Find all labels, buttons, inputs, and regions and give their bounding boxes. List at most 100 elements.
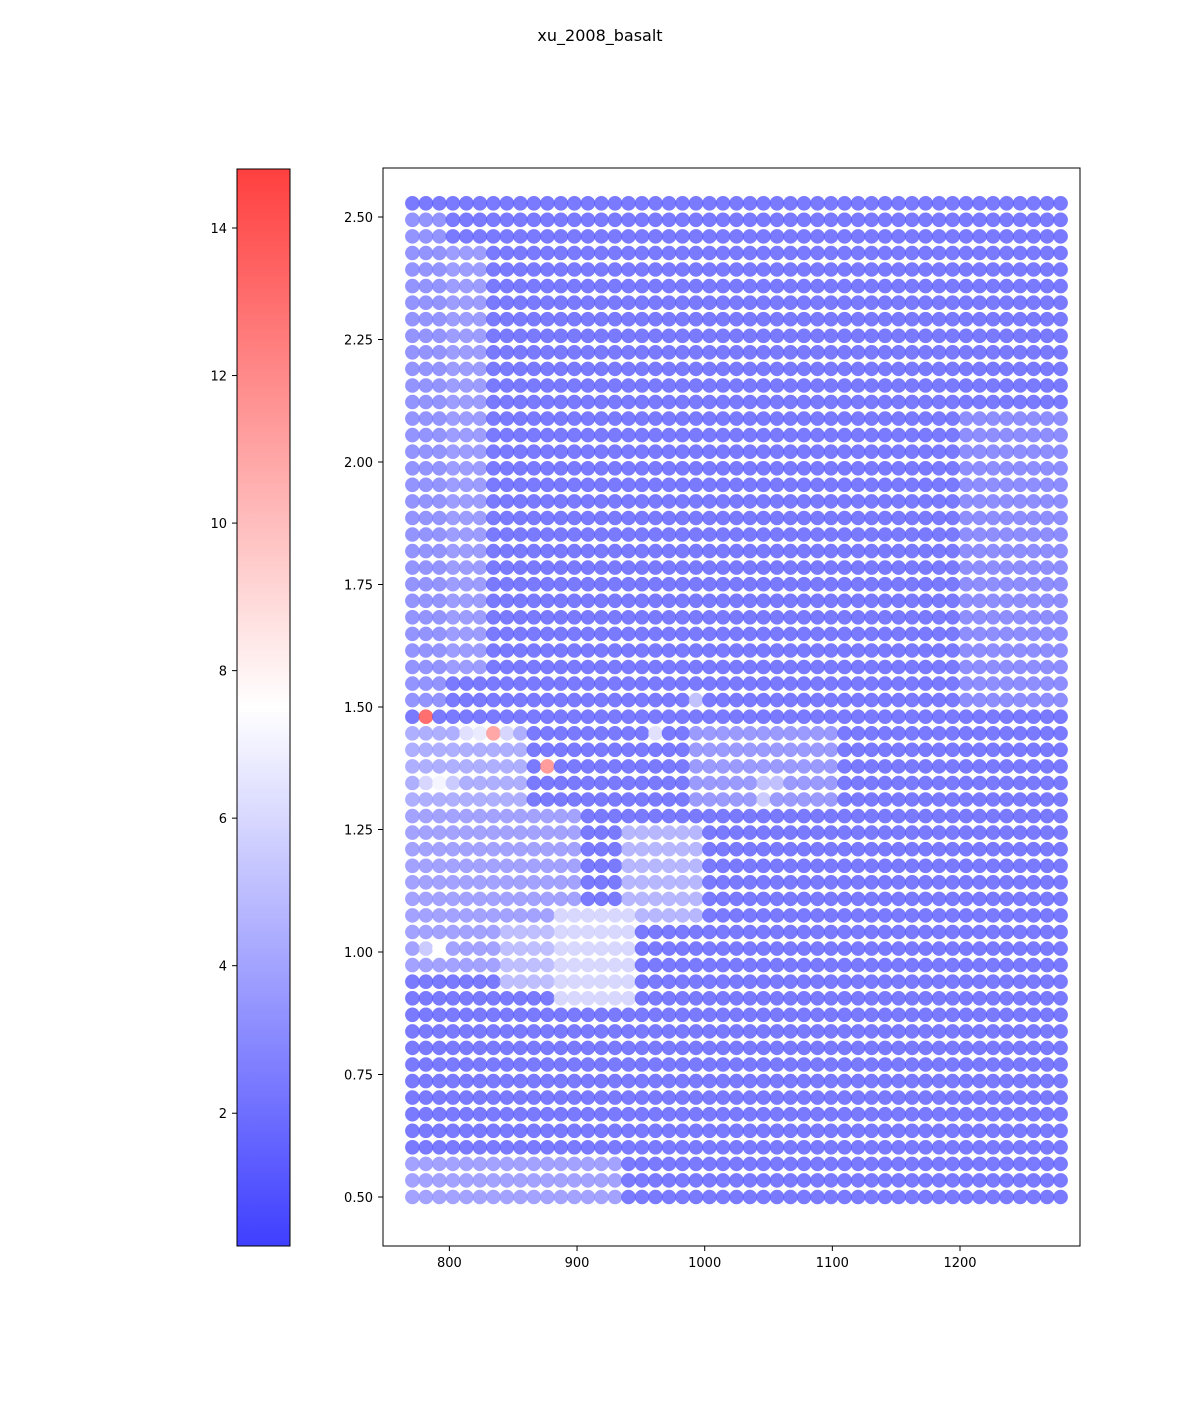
- data-point: [540, 1106, 555, 1122]
- data-point: [634, 659, 650, 675]
- data-point: [418, 610, 434, 625]
- data-point: [850, 626, 866, 642]
- data-point: [688, 444, 704, 460]
- y-tick-label: 1.25: [344, 824, 373, 839]
- data-point: [486, 957, 501, 973]
- data-point: [526, 311, 542, 327]
- data-point: [1026, 560, 1041, 575]
- data-point: [445, 891, 461, 907]
- data-point: [634, 427, 650, 443]
- data-point: [648, 1106, 663, 1122]
- data-point: [999, 643, 1014, 658]
- data-point: [594, 494, 609, 509]
- data-point: [607, 278, 623, 294]
- data-point: [405, 444, 420, 460]
- data-point: [1053, 361, 1068, 377]
- data-point: [540, 361, 555, 377]
- data-point: [756, 461, 771, 476]
- data-point: [742, 957, 758, 973]
- data-point: [634, 394, 650, 410]
- data-point: [837, 676, 852, 691]
- data-point: [634, 262, 650, 277]
- data-point: [432, 1156, 447, 1172]
- data-point: [594, 311, 609, 327]
- data-point: [958, 891, 974, 907]
- data-point: [742, 461, 758, 476]
- data-point: [1026, 328, 1041, 344]
- data-point: [877, 726, 893, 741]
- data-point: [1039, 345, 1055, 360]
- data-point: [958, 957, 974, 973]
- data-point: [810, 527, 825, 542]
- data-point: [904, 1007, 920, 1023]
- data-point: [702, 245, 717, 261]
- data-point: [405, 957, 420, 973]
- data-point: [796, 245, 812, 261]
- data-point: [621, 245, 636, 261]
- data-point: [729, 858, 744, 874]
- data-point: [688, 295, 704, 311]
- data-point: [648, 841, 663, 857]
- data-point: [715, 908, 731, 923]
- data-point: [688, 196, 704, 211]
- data-point: [405, 1090, 420, 1105]
- data-point: [567, 1007, 582, 1023]
- data-point: [796, 494, 812, 509]
- data-point: [567, 726, 582, 741]
- data-point: [985, 1140, 1001, 1155]
- data-point: [499, 278, 515, 294]
- data-point: [405, 378, 420, 393]
- data-point: [472, 229, 488, 244]
- data-point: [688, 991, 704, 1006]
- data-point: [810, 726, 825, 741]
- data-point: [567, 891, 582, 907]
- data-point: [877, 345, 893, 360]
- data-point: [931, 361, 947, 377]
- data-point: [769, 427, 785, 443]
- data-point: [675, 229, 690, 244]
- data-point: [594, 1173, 609, 1188]
- data-point: [850, 692, 866, 708]
- data-point: [945, 196, 960, 211]
- data-point: [621, 709, 636, 724]
- data-point: [580, 477, 596, 493]
- data-point: [648, 1040, 663, 1056]
- data-point: [702, 510, 717, 526]
- data-point: [918, 1040, 933, 1056]
- data-point: [553, 974, 569, 989]
- data-point: [472, 1073, 488, 1089]
- data-point: [648, 1090, 663, 1105]
- data-point: [864, 527, 879, 542]
- data-point: [553, 1189, 569, 1205]
- data-point: [769, 461, 785, 476]
- data-point: [891, 576, 906, 592]
- data-point: [472, 311, 488, 327]
- data-point: [553, 494, 569, 509]
- data-point: [1039, 427, 1055, 443]
- data-point: [567, 461, 582, 476]
- data-point: [769, 328, 785, 344]
- data-point: [459, 692, 474, 708]
- data-point: [594, 394, 609, 410]
- data-point: [621, 1007, 636, 1023]
- data-point: [634, 494, 650, 509]
- data-point: [675, 808, 690, 824]
- data-point: [823, 792, 839, 807]
- data-point: [837, 924, 852, 940]
- data-point: [621, 991, 636, 1006]
- data-point: [432, 626, 447, 642]
- data-point: [742, 278, 758, 294]
- data-point: [756, 1024, 771, 1039]
- data-point: [607, 1073, 623, 1089]
- data-point: [891, 361, 906, 377]
- data-point: [1026, 626, 1041, 642]
- data-point: [958, 361, 974, 377]
- data-point: [418, 1173, 434, 1188]
- data-point: [499, 626, 515, 642]
- data-point: [972, 709, 987, 724]
- data-point: [513, 196, 528, 211]
- data-point: [850, 196, 866, 211]
- data-point: [675, 245, 690, 261]
- data-point: [499, 295, 515, 311]
- data-point: [891, 1106, 906, 1122]
